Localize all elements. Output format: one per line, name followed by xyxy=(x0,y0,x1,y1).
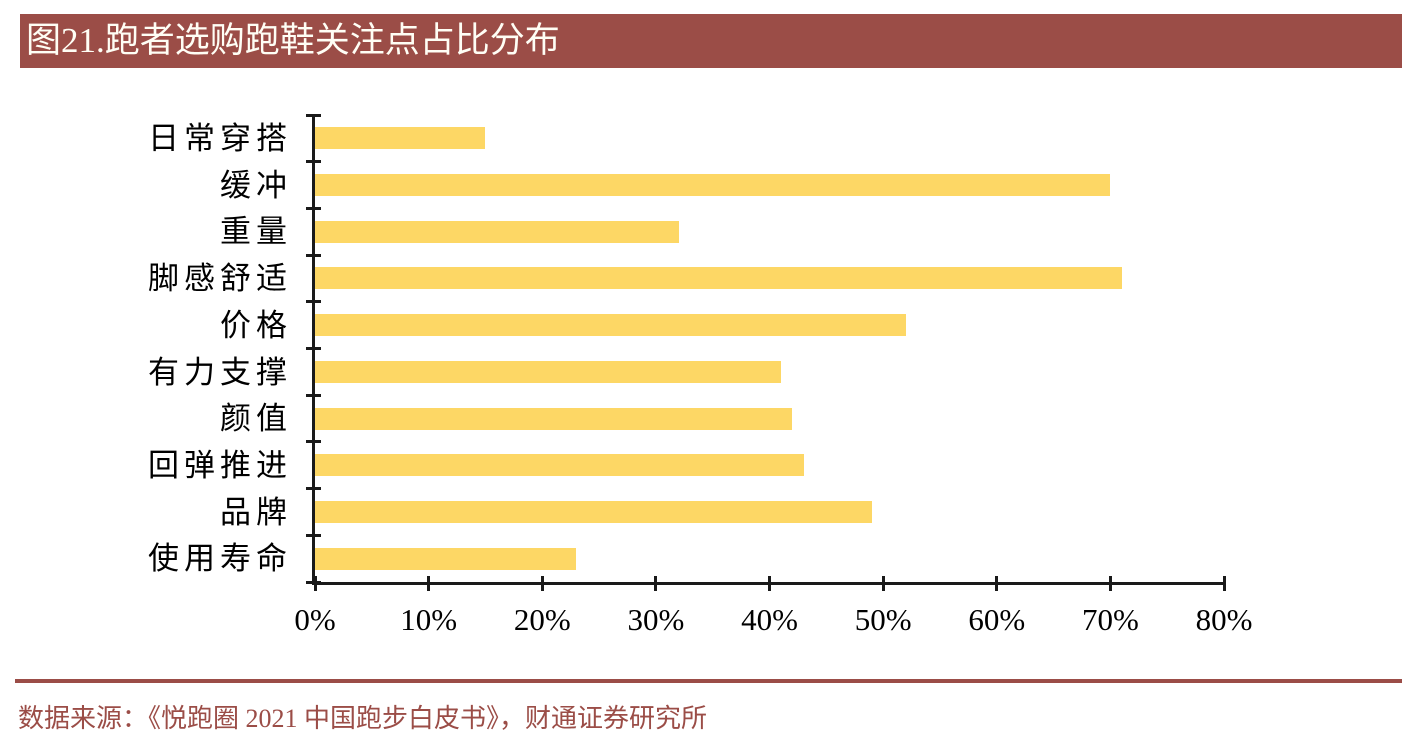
x-axis-tick-label: 20% xyxy=(513,602,571,637)
x-axis-tick xyxy=(427,576,431,591)
x-axis-tick-label: 10% xyxy=(400,602,458,637)
category-label: 价格 xyxy=(220,307,292,343)
source-note: 数据来源：《悦跑圈 2021 中国跑步白皮书》，财通证券研究所 xyxy=(18,704,708,733)
category-label: 缓冲 xyxy=(220,167,292,203)
y-axis-tick xyxy=(306,206,321,210)
x-axis-tick-label: 60% xyxy=(968,602,1026,637)
category-label: 日常穿搭 xyxy=(148,121,292,156)
y-axis-tick xyxy=(306,300,321,304)
x-axis-tick-label: 0% xyxy=(294,602,336,637)
x-axis-tick xyxy=(313,576,317,591)
x-axis-tick xyxy=(881,576,885,591)
x-axis-tick-label: 80% xyxy=(1195,602,1253,637)
y-axis-tick xyxy=(306,113,321,117)
y-axis-tick xyxy=(306,440,321,444)
plot-area xyxy=(306,113,1226,591)
x-axis-tick-label: 70% xyxy=(1081,602,1139,637)
bar-回弹推进 xyxy=(315,454,804,477)
bar-缓冲 xyxy=(315,174,1111,197)
figure-title-bar: 图21.跑者选购跑鞋关注点占比分布 xyxy=(20,14,1402,68)
y-axis-tick xyxy=(306,533,321,537)
bar-品牌 xyxy=(315,500,872,523)
y-axis-tick xyxy=(306,160,321,164)
category-label: 品牌 xyxy=(220,494,292,530)
bar-使用寿命 xyxy=(315,547,577,570)
bar-重量 xyxy=(315,220,679,243)
x-axis-tick-label: 50% xyxy=(854,602,912,637)
bar-脚感舒适 xyxy=(315,267,1122,290)
x-axis-tick-label: 30% xyxy=(627,602,685,637)
x-axis-tick xyxy=(540,576,544,591)
category-label: 有力支撑 xyxy=(148,354,292,390)
bar-价格 xyxy=(315,314,906,337)
category-label: 使用寿命 xyxy=(148,541,292,577)
bar-有力支撑 xyxy=(315,360,781,383)
category-label: 回弹推进 xyxy=(148,447,292,483)
separator-rule xyxy=(15,679,1402,683)
y-axis-tick xyxy=(306,487,321,491)
bar-日常穿搭 xyxy=(315,127,486,150)
x-axis-tick xyxy=(1108,576,1112,591)
y-axis-tick xyxy=(306,253,321,257)
category-label: 颜值 xyxy=(220,401,292,437)
bar-颜值 xyxy=(315,407,793,430)
category-label: 脚感舒适 xyxy=(148,261,292,297)
y-axis-tick xyxy=(306,347,321,350)
x-axis-tick xyxy=(654,576,658,591)
x-axis-tick xyxy=(1222,576,1226,591)
y-axis-tick xyxy=(306,393,321,397)
x-axis-tick xyxy=(768,576,771,591)
x-axis-tick-label: 40% xyxy=(741,602,798,637)
x-axis-tick xyxy=(995,576,999,591)
bar-chart: 日常穿搭缓冲重量脚感舒适价格有力支撑颜值回弹推进品牌使用寿命 0% 10% 20% 30… xyxy=(148,113,1253,637)
figure-title: 图21.跑者选购跑鞋关注点占比分布 xyxy=(26,21,560,60)
category-label: 重量 xyxy=(220,214,292,250)
